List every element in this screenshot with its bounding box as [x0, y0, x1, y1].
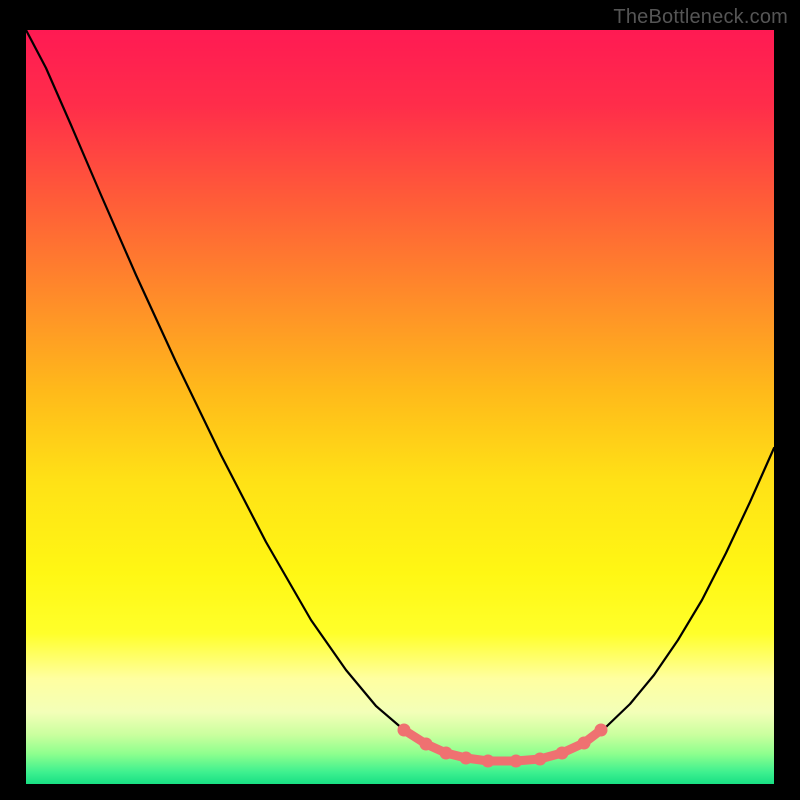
watermark-text: TheBottleneck.com — [613, 6, 788, 29]
optimal-range-line — [404, 730, 601, 761]
optimal-range-dot — [578, 737, 591, 750]
optimal-range-dot — [482, 755, 495, 768]
bottleneck-curve — [26, 30, 774, 761]
optimal-range-dot — [556, 747, 569, 760]
optimal-range-dot — [510, 755, 523, 768]
curve-layer — [26, 30, 774, 784]
optimal-range-dot — [398, 724, 411, 737]
optimal-range-dot — [460, 752, 473, 765]
optimal-range-dot — [420, 738, 433, 751]
optimal-range-dot — [440, 747, 453, 760]
chart-frame: TheBottleneck.com — [0, 0, 800, 800]
plot-area — [26, 30, 774, 784]
optimal-range-dot — [534, 753, 547, 766]
optimal-range-dot — [595, 724, 608, 737]
